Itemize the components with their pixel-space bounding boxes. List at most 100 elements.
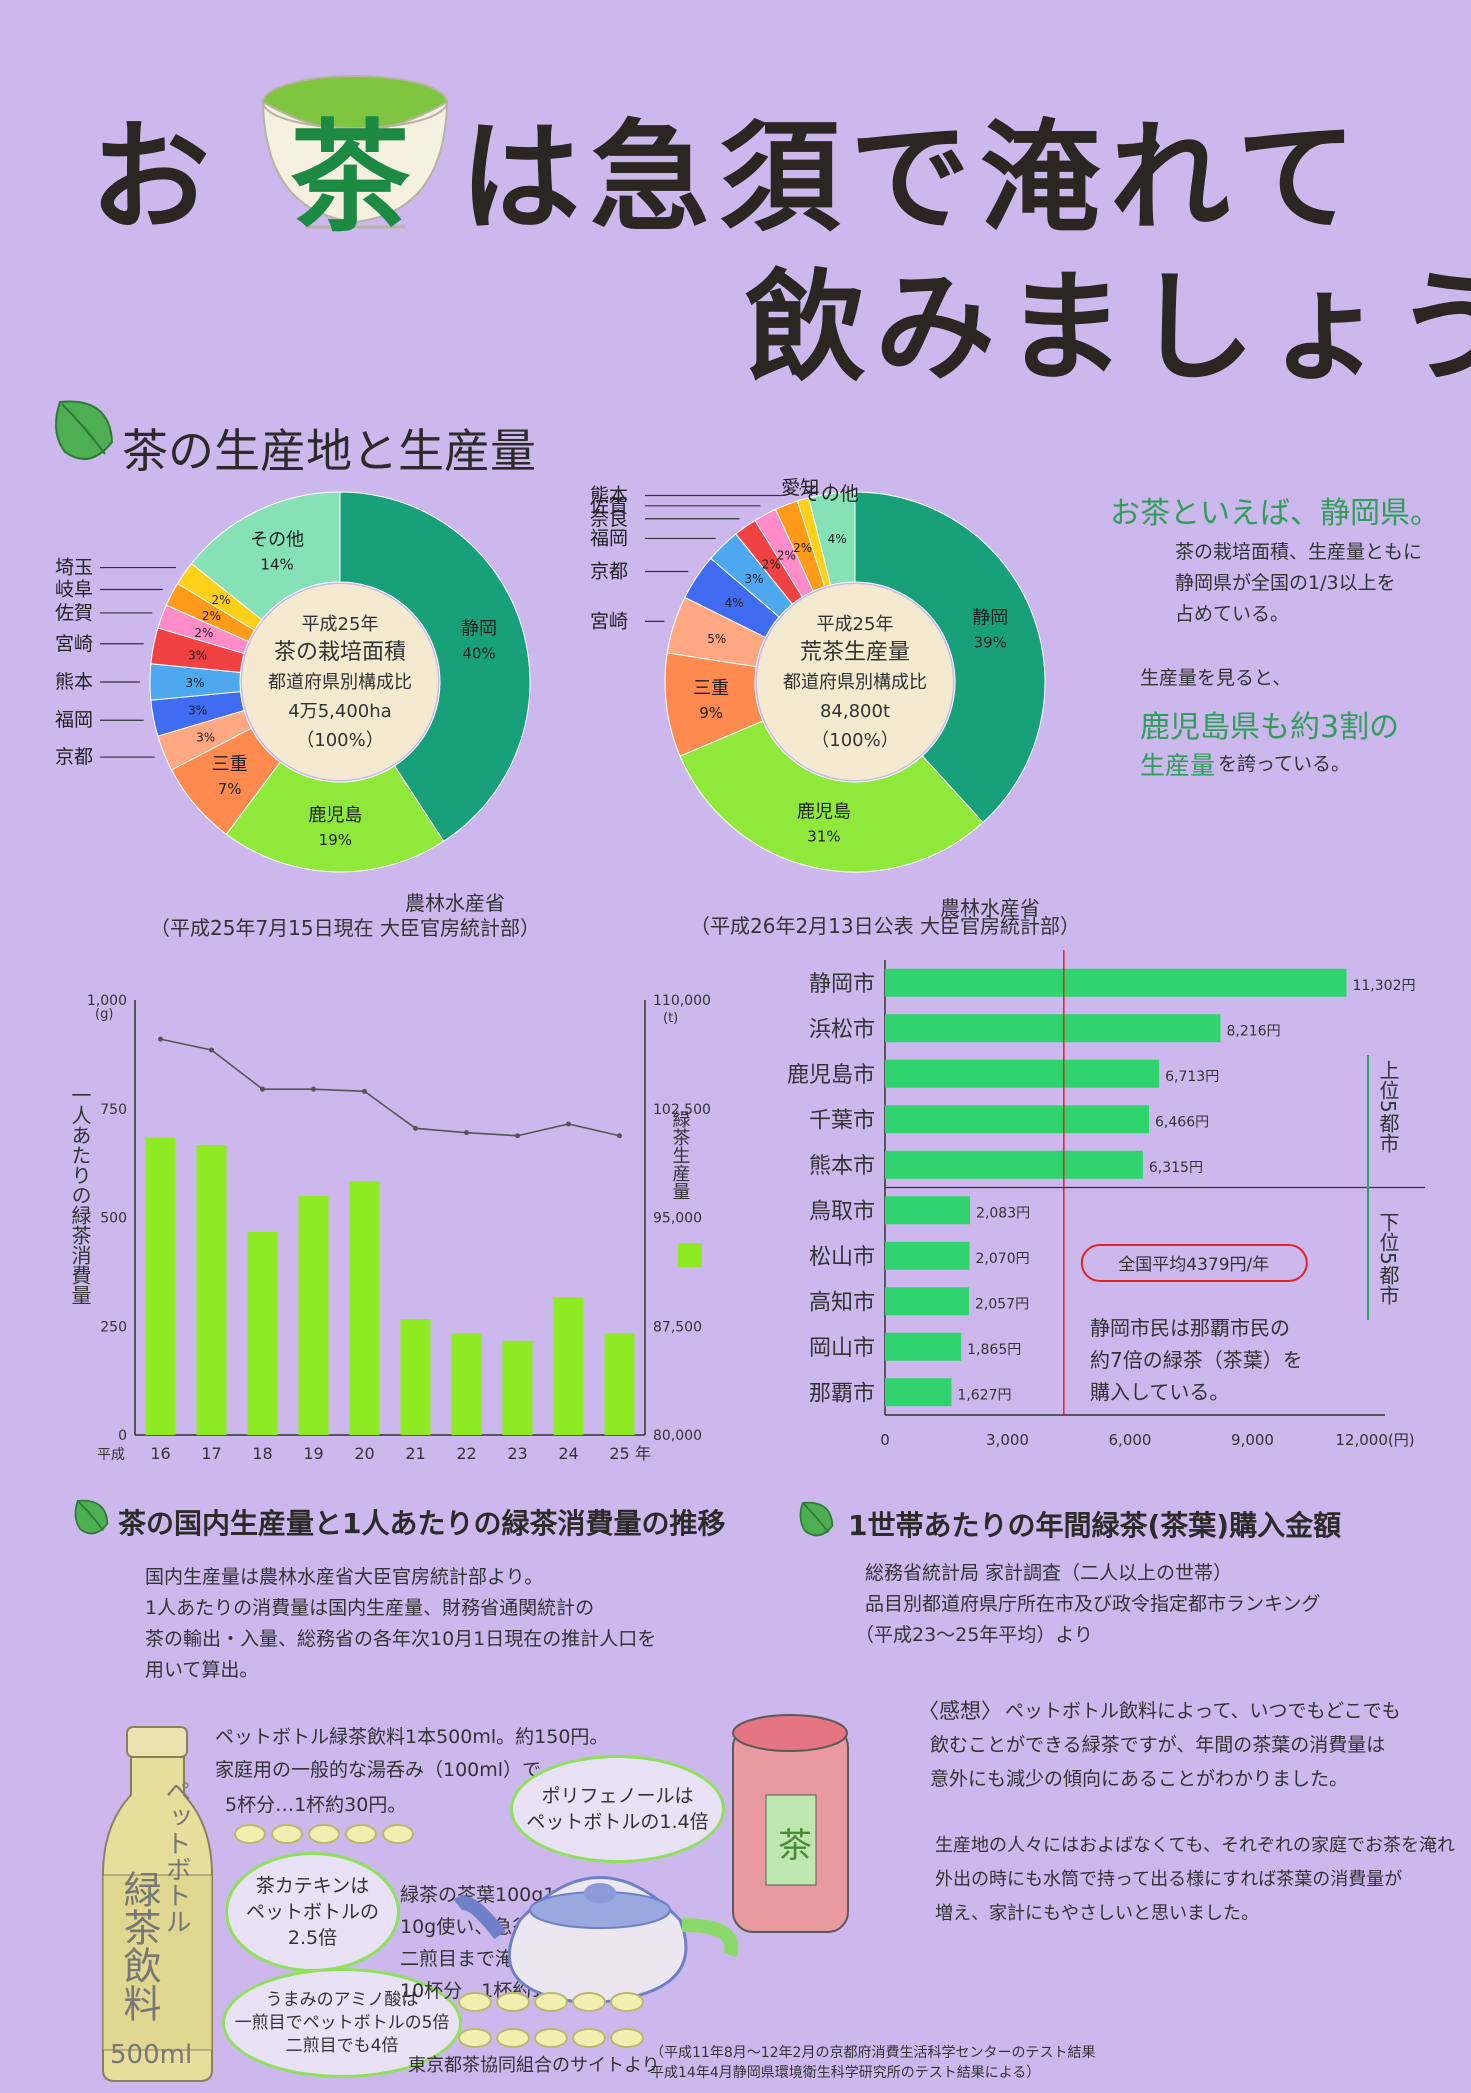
hbar-bar-浜松市 xyxy=(885,1014,1221,1043)
section3-note-1: 総務省統計局 家計調査（二人以上の世帯） xyxy=(865,1562,1233,1584)
hbar-bottom-label: 下位5都市 xyxy=(1376,1212,1400,1305)
combo-ytick: 1,000 xyxy=(87,993,127,1009)
pie-ext-label-佐賀: 佐賀 xyxy=(55,602,93,624)
combo-y2-unit: (t) xyxy=(663,1011,678,1026)
pie-slice-鹿児島 xyxy=(679,720,984,873)
pie-value-福岡: 3% xyxy=(188,704,207,718)
hbar-bar-鳥取市 xyxy=(885,1196,971,1225)
combo-y2tick: 102,500 xyxy=(653,1102,711,1118)
pie-center-line-2: 茶の栽培面積 xyxy=(274,640,406,665)
pie-label-静岡: 静岡 xyxy=(972,608,1008,629)
section2-title: 茶の国内生産量と1人あたりの緑茶消費量の推移 xyxy=(118,1507,726,1540)
combo-line-point xyxy=(566,1121,571,1127)
hbar-bar-熊本市 xyxy=(885,1150,1143,1179)
pie-label-鹿児島: 鹿児島 xyxy=(797,802,851,823)
pet-bottle-label: ペットボトル xyxy=(161,1778,191,1934)
combo-line-point xyxy=(311,1086,316,1092)
pie-ext-label-宮崎: 宮崎 xyxy=(55,633,93,655)
pie-value-京都: 4% xyxy=(725,596,744,610)
combo-xtick-17: 17 xyxy=(201,1444,221,1463)
hbar-average-label: 全国平均4379円/年 xyxy=(1118,1255,1269,1275)
hbar-label-岡山市: 岡山市 xyxy=(809,1336,875,1361)
pie-value-鹿児島: 31% xyxy=(807,828,840,846)
source-left-org: 農林水産省 xyxy=(405,891,505,915)
side-note-body-1: 茶の栽培面積、生産量ともに xyxy=(1175,541,1423,563)
pie-value-奈良: 2% xyxy=(762,558,781,572)
hbar-value-静岡市: 11,302円 xyxy=(1352,978,1415,994)
hbar-label-松山市: 松山市 xyxy=(809,1245,875,1270)
pie-value-静岡: 39% xyxy=(974,634,1007,652)
bubble-polyphenol-1: ポリフェノールは xyxy=(541,1785,694,1807)
hbar-bar-松山市 xyxy=(885,1241,970,1270)
side-note-emph2-tail: を誇っている。 xyxy=(1218,753,1351,775)
leaf-icon xyxy=(799,1501,834,1537)
impression-line7: 増え、家計にもやさしいと思いました。 xyxy=(935,1903,1259,1924)
pie-slice-静岡 xyxy=(339,491,531,842)
combo-line-point xyxy=(464,1130,469,1136)
combo-line-point xyxy=(617,1133,622,1139)
hbar-comparison-2: 約7倍の緑茶（茶葉）を xyxy=(1090,1348,1303,1372)
hbar-bar-那覇市 xyxy=(885,1378,952,1407)
bubble-catechin-1: 茶カテキンは xyxy=(255,1875,370,1897)
hbar-top-label: 上位5都市 xyxy=(1376,1060,1400,1153)
hbar-label-鳥取市: 鳥取市 xyxy=(809,1199,875,1224)
pie-slice-鹿児島 xyxy=(225,761,445,873)
side-note-emph1: 鹿児島県も約3割の xyxy=(1140,710,1400,745)
bubble-catechin-2: ペットボトルの xyxy=(245,1901,379,1923)
side-note-lead: 生産量を見ると、 xyxy=(1140,667,1292,689)
pie-ext-label-熊本: 熊本 xyxy=(590,485,628,507)
pie-label-静岡: 静岡 xyxy=(461,619,497,640)
combo-y-unit: (g) xyxy=(95,1007,113,1022)
section3-title: 1世帯あたりの年間緑茶(茶葉)購入金額 xyxy=(848,1509,1342,1542)
pie-value-熊本: 2% xyxy=(793,541,812,555)
bottom-source-detail-1: （平成11年8月〜12年2月の京都府消費生活科学センターのテスト結果 xyxy=(650,2045,1096,2061)
combo-bar-25 xyxy=(604,1333,635,1435)
combo-y2label: 緑茶生産量 xyxy=(670,1110,691,1200)
hbar-value-熊本市: 6,315円 xyxy=(1149,1160,1203,1176)
bubble-amino-1: うまみのアミノ酸は xyxy=(265,1989,419,2010)
title-tea-kanji: 茶 xyxy=(290,107,420,248)
pie-value-佐賀: 2% xyxy=(777,548,796,562)
bubble-amino: うまみのアミノ酸は 一煎目でペットボトルの5倍 二煎目でも4倍 xyxy=(222,1968,462,2078)
combo-ylabel: 一人あたりの緑茶消費量 xyxy=(68,1085,92,1305)
combo-ytick: 500 xyxy=(100,1211,127,1227)
pie-ext-label-その他: その他 xyxy=(802,483,859,505)
combo-xtick-21: 21 xyxy=(405,1444,425,1463)
hbar-label-千葉市: 千葉市 xyxy=(809,1108,875,1133)
title-line2: 飲みましょう xyxy=(745,257,1471,398)
pie-ext-label-京都: 京都 xyxy=(590,561,628,583)
pie-center-line-3: 都道府県別構成比 xyxy=(783,672,927,693)
section2-note-3: 茶の輸出・入量、総務省の各年次10月1日現在の推計人口を xyxy=(145,1628,657,1650)
combo-line-point xyxy=(515,1133,520,1139)
tea-cups-row xyxy=(458,1992,644,2048)
combo-xtick-22: 22 xyxy=(456,1444,476,1463)
pie-value-宮崎: 3% xyxy=(188,648,207,662)
pie-label-三重: 三重 xyxy=(212,754,248,775)
pie-value-佐賀: 2% xyxy=(194,626,213,640)
combo-bar-18 xyxy=(247,1232,278,1435)
pie-ext-label-岐阜: 岐阜 xyxy=(55,578,93,600)
combo-line xyxy=(160,1038,620,1137)
pie-label-鹿児島: 鹿児島 xyxy=(308,805,362,826)
pie-slice-その他 xyxy=(808,491,856,586)
bubble-catechin-3: 2.5倍 xyxy=(287,1927,338,1949)
title-line1-b: は急須で淹れて xyxy=(460,107,1367,248)
hbar-value-鳥取市: 2,083円 xyxy=(976,1205,1030,1221)
side-note-emph2: 生産量 xyxy=(1140,751,1216,780)
combo-bar-22 xyxy=(451,1333,482,1435)
pie-value-京都: 3% xyxy=(196,730,215,744)
combo-xtick-24: 24 xyxy=(558,1444,578,1463)
leaf-icon xyxy=(55,400,114,461)
impression-title: 〈感想〉 xyxy=(918,1699,1002,1723)
combo-ytick: 750 xyxy=(100,1102,127,1118)
pie-value-岐阜: 2% xyxy=(202,609,221,623)
hbar-value-松山市: 2,070円 xyxy=(976,1251,1030,1267)
combo-xtick-16: 16 xyxy=(150,1444,170,1463)
hbar-bar-鹿児島市 xyxy=(885,1059,1160,1088)
impression-line2: 飲むことができる緑茶ですが、年間の茶葉の消費量は xyxy=(930,1734,1386,1756)
combo-bar-16 xyxy=(145,1137,176,1435)
pie-value-福岡: 3% xyxy=(745,572,764,586)
hbar-bar-千葉市 xyxy=(885,1105,1150,1134)
leaf-icon xyxy=(74,1499,109,1535)
pie-value-静岡: 40% xyxy=(462,645,495,663)
